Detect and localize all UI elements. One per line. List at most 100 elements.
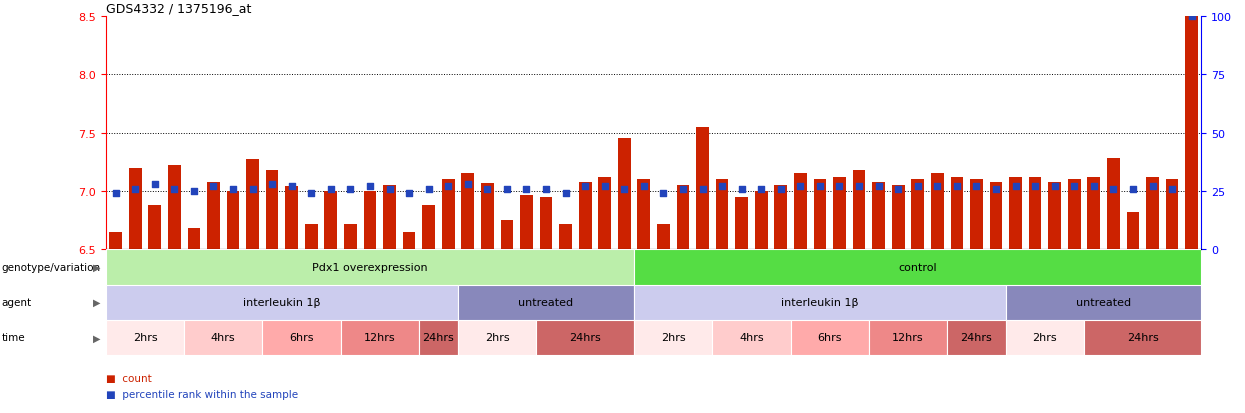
Point [184, 188, 204, 195]
Bar [634, 285, 1006, 320]
Bar [128, 168, 142, 250]
Bar [853, 171, 865, 250]
Point [986, 186, 1006, 192]
Point [340, 186, 360, 192]
Bar [676, 186, 690, 250]
Point [947, 183, 967, 190]
Bar [774, 186, 787, 250]
Bar [696, 127, 708, 250]
Text: untreated: untreated [1076, 297, 1132, 308]
Bar [911, 180, 924, 250]
Bar [110, 233, 122, 250]
Point [555, 190, 575, 197]
Bar [106, 320, 184, 355]
Text: Pdx1 overexpression: Pdx1 overexpression [312, 262, 428, 273]
Bar [599, 178, 611, 250]
Text: 24hrs: 24hrs [569, 332, 601, 343]
Point [1103, 186, 1123, 192]
Bar [442, 180, 454, 250]
Point [674, 186, 693, 192]
Text: 12hrs: 12hrs [893, 332, 924, 343]
Point [751, 186, 771, 192]
Bar [1147, 178, 1159, 250]
Bar [263, 320, 341, 355]
Point [1045, 183, 1064, 190]
Text: untreated: untreated [518, 297, 574, 308]
Point [203, 183, 223, 190]
Bar [344, 224, 357, 250]
Bar [265, 171, 279, 250]
Bar [657, 224, 670, 250]
Text: GDS4332 / 1375196_at: GDS4332 / 1375196_at [106, 2, 251, 15]
Point [497, 186, 517, 192]
Point [418, 186, 438, 192]
Text: 4hrs: 4hrs [740, 332, 763, 343]
Bar [1165, 180, 1179, 250]
Bar [791, 320, 869, 355]
Point [575, 183, 595, 190]
Point [517, 186, 537, 192]
Bar [227, 192, 239, 250]
Bar [481, 183, 494, 250]
Bar [736, 197, 748, 250]
Bar [947, 320, 1006, 355]
Bar [1087, 178, 1101, 250]
Text: interleukin 1β: interleukin 1β [781, 297, 859, 308]
Text: 12hrs: 12hrs [364, 332, 396, 343]
Text: 6hrs: 6hrs [289, 332, 314, 343]
Bar [383, 186, 396, 250]
Bar [168, 166, 181, 250]
Point [849, 183, 869, 190]
Bar [634, 250, 1201, 285]
Bar [869, 320, 947, 355]
Bar [754, 192, 768, 250]
Bar [305, 224, 317, 250]
Point [1162, 186, 1182, 192]
Bar [1084, 320, 1201, 355]
Bar [537, 320, 634, 355]
Point [732, 186, 752, 192]
Bar [1048, 182, 1061, 250]
Bar [970, 180, 982, 250]
Text: 2hrs: 2hrs [484, 332, 509, 343]
Point [223, 186, 243, 192]
Point [281, 183, 301, 190]
Bar [500, 221, 513, 250]
Bar [990, 182, 1002, 250]
Bar [1068, 180, 1081, 250]
Point [771, 186, 791, 192]
Bar [559, 224, 571, 250]
Bar [634, 320, 712, 355]
Bar [833, 178, 845, 250]
Point [164, 186, 184, 192]
Bar [712, 320, 791, 355]
Bar [364, 192, 376, 250]
Text: 2hrs: 2hrs [1032, 332, 1057, 343]
Bar [891, 186, 905, 250]
Bar [1028, 178, 1042, 250]
Text: 2hrs: 2hrs [661, 332, 686, 343]
Point [243, 186, 263, 192]
Point [1025, 183, 1045, 190]
Point [928, 183, 947, 190]
Bar [1006, 285, 1201, 320]
Bar [1127, 213, 1139, 250]
Bar [716, 180, 728, 250]
Bar [106, 250, 634, 285]
Bar [1185, 17, 1198, 250]
Point [692, 186, 712, 192]
Bar [458, 320, 537, 355]
Bar [188, 229, 200, 250]
Text: ■  percentile rank within the sample: ■ percentile rank within the sample [106, 389, 298, 399]
Point [1064, 183, 1084, 190]
Point [380, 186, 400, 192]
Point [614, 186, 634, 192]
Point [1123, 186, 1143, 192]
Bar [285, 187, 298, 250]
Point [654, 190, 674, 197]
Text: 24hrs: 24hrs [961, 332, 992, 343]
Point [634, 183, 654, 190]
Text: agent: agent [1, 297, 31, 308]
Bar [950, 178, 964, 250]
Bar [247, 160, 259, 250]
